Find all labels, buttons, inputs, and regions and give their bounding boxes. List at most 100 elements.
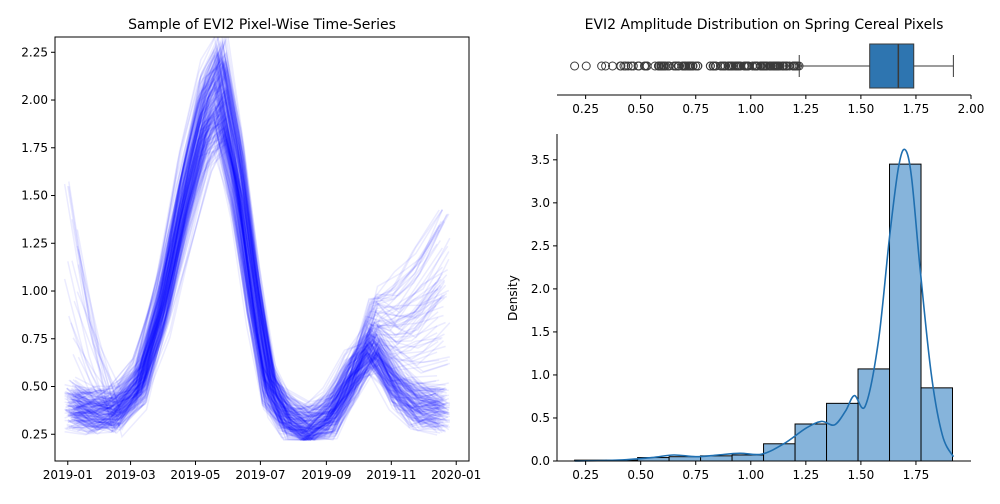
histogram-bar	[794, 423, 828, 462]
boxplot-outlier	[747, 61, 757, 71]
timeseries-line	[75, 91, 448, 434]
timeseries-line	[72, 121, 445, 437]
timeseries-line	[69, 103, 442, 420]
timeseries-line	[75, 101, 447, 424]
timeseries-x-tick-label: 2019-01	[43, 468, 93, 482]
timeseries-line	[75, 68, 447, 441]
timeseries-line	[72, 115, 446, 429]
timeseries-line	[70, 105, 443, 441]
timeseries-line	[75, 65, 449, 436]
timeseries-line	[67, 46, 440, 441]
timeseries-line	[69, 152, 442, 441]
boxplot-outlier	[628, 61, 638, 71]
timeseries-line	[70, 144, 443, 434]
timeseries-line	[75, 56, 448, 431]
histogram-bar	[826, 402, 859, 462]
timeseries-line	[71, 96, 444, 427]
timeseries-line	[69, 80, 442, 428]
timeseries-line	[76, 39, 448, 422]
histogram-y-tick-label: 1.5	[531, 325, 550, 339]
timeseries-line	[67, 109, 440, 434]
timeseries-line	[74, 72, 446, 442]
boxplot-outlier	[581, 61, 591, 71]
timeseries-line	[72, 59, 445, 431]
timeseries-line	[66, 120, 439, 431]
timeseries-line	[68, 85, 441, 421]
timeseries-line	[77, 89, 450, 437]
timeseries-line	[66, 55, 439, 442]
timeseries-y-tick-label: 0.50	[21, 380, 48, 394]
timeseries-y-tick-label: 2.00	[21, 93, 48, 107]
timeseries-line	[64, 113, 437, 441]
timeseries-line	[74, 88, 446, 408]
timeseries-line	[70, 45, 444, 440]
timeseries-line	[63, 75, 437, 420]
timeseries-line	[65, 102, 438, 440]
timeseries-line	[78, 108, 451, 429]
timeseries-line	[64, 115, 437, 428]
timeseries-y-tick-label: 1.25	[21, 236, 48, 250]
boxplot-outlier	[674, 61, 684, 71]
timeseries-line	[72, 59, 445, 435]
boxplot-outlier	[771, 61, 781, 71]
timeseries-x-ticks: 2019-01 2019-03 2019-05 2019-07 2019-09 2019-…	[43, 461, 481, 482]
timeseries-line	[71, 53, 444, 408]
timeseries-line	[76, 59, 450, 441]
boxplot-outlier	[601, 61, 611, 71]
timeseries-line	[69, 101, 442, 423]
timeseries-line	[69, 113, 442, 417]
timeseries-line	[74, 94, 448, 427]
timeseries-line	[72, 62, 445, 420]
timeseries-line	[66, 79, 439, 424]
boxplot-outlier	[619, 61, 629, 71]
timeseries-line	[77, 127, 450, 441]
timeseries-line	[67, 85, 440, 436]
timeseries-line	[77, 112, 451, 430]
timeseries-line	[70, 97, 444, 434]
timeseries-lines	[63, 37, 451, 442]
timeseries-line	[78, 148, 451, 441]
boxplot-x-tick-label: 0.50	[627, 102, 654, 116]
timeseries-line	[72, 104, 445, 407]
timeseries-line	[64, 136, 437, 441]
timeseries-line	[78, 133, 450, 426]
timeseries-line	[75, 58, 448, 433]
histogram-x-tick-label: 1.50	[848, 468, 875, 482]
timeseries-line	[64, 97, 437, 413]
boxplot-outlier	[691, 61, 701, 71]
histogram-bar	[731, 454, 765, 462]
timeseries-x-tick-label: 2019-09	[301, 468, 351, 482]
histogram-ylabel: Density	[506, 275, 520, 321]
timeseries-line	[76, 63, 449, 419]
timeseries-line	[71, 115, 444, 427]
timeseries-line	[75, 37, 448, 424]
timeseries-line	[67, 64, 440, 434]
boxplot-outlier	[679, 61, 689, 71]
timeseries-line	[72, 127, 445, 424]
timeseries-line	[73, 137, 446, 441]
kde-curve	[574, 148, 955, 462]
timeseries-line	[76, 61, 448, 428]
timeseries-line	[71, 109, 444, 434]
timeseries-line	[69, 85, 442, 442]
timeseries-line	[68, 62, 441, 424]
timeseries-line	[77, 85, 450, 434]
timeseries-line	[66, 115, 439, 418]
timeseries-line	[73, 50, 445, 422]
timeseries-line	[65, 37, 438, 422]
timeseries-x-tick-label: 2020-01	[431, 468, 481, 482]
boxplot-outlier	[723, 61, 733, 71]
timeseries-line	[65, 133, 438, 437]
timeseries-line	[73, 110, 445, 426]
timeseries-line	[65, 84, 438, 441]
timeseries-line	[67, 71, 440, 418]
timeseries-line	[64, 77, 437, 435]
boxplot-x-tick-label: 0.75	[682, 102, 709, 116]
boxplot-outlier	[789, 61, 799, 71]
timeseries-line	[73, 81, 446, 437]
timeseries-line	[76, 68, 448, 431]
timeseries-line	[67, 144, 440, 441]
timeseries-line	[67, 63, 440, 441]
timeseries-line	[71, 118, 444, 431]
timeseries-line	[76, 87, 450, 417]
